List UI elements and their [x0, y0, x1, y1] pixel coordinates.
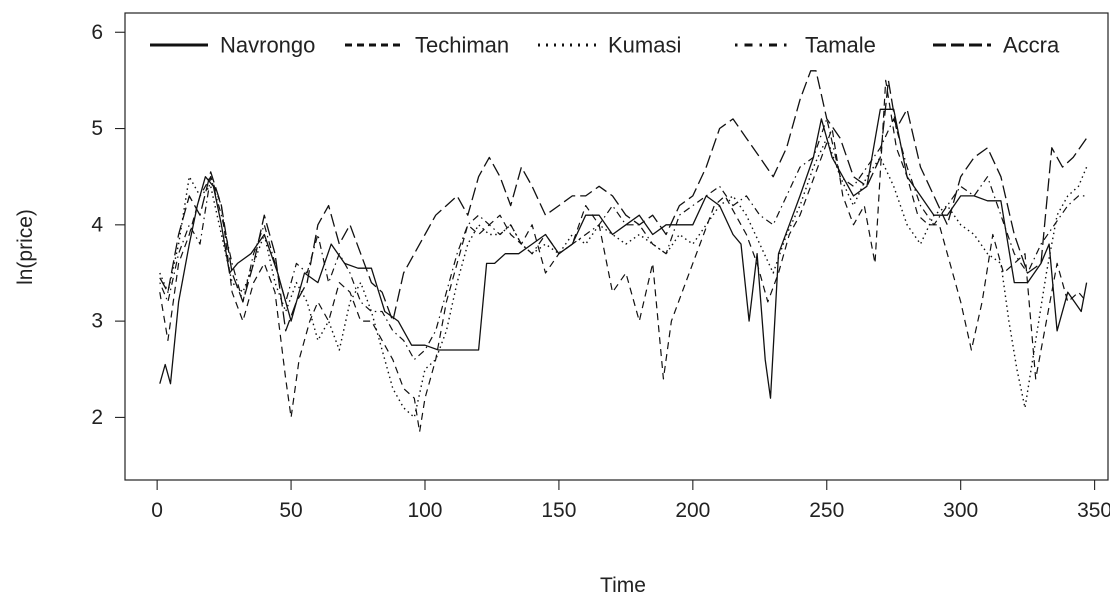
legend-label-accra: Accra: [1003, 33, 1060, 58]
x-tick-label: 50: [279, 499, 302, 522]
x-tick-label: 300: [943, 499, 978, 522]
y-axis: 2 3 4 5 6: [91, 21, 125, 429]
legend-label-tamale: Tamale: [805, 33, 876, 58]
x-tick-label: 100: [407, 499, 442, 522]
x-tick-label: 200: [675, 499, 710, 522]
y-tick-label: 2: [91, 406, 103, 429]
y-axis-label: ln(price): [14, 209, 37, 285]
y-tick-label: 3: [91, 310, 103, 333]
x-axis: 0 50 100 150 200 250 300 350: [151, 479, 1110, 522]
series-line-kumasi: [159, 137, 1088, 419]
x-tick-label: 350: [1077, 499, 1110, 522]
x-tick-label: 150: [541, 499, 576, 522]
legend: Navrongo Techiman Kumasi Tamale Accra: [150, 33, 1060, 58]
legend-label-techiman: Techiman: [415, 33, 509, 58]
y-tick-label: 5: [91, 117, 103, 140]
legend-label-navrongo: Navrongo: [220, 33, 315, 58]
y-tick-label: 6: [91, 21, 103, 44]
x-tick-label: 250: [809, 499, 844, 522]
x-tick-label: 0: [151, 499, 163, 522]
series-line-accra: [159, 70, 1088, 332]
legend-label-kumasi: Kumasi: [608, 33, 681, 58]
x-axis-label: Time: [600, 574, 646, 595]
series-layer: [159, 70, 1088, 433]
series-line-techiman: [159, 79, 1088, 433]
y-tick-label: 4: [91, 213, 103, 236]
series-line-tamale: [159, 118, 1087, 361]
